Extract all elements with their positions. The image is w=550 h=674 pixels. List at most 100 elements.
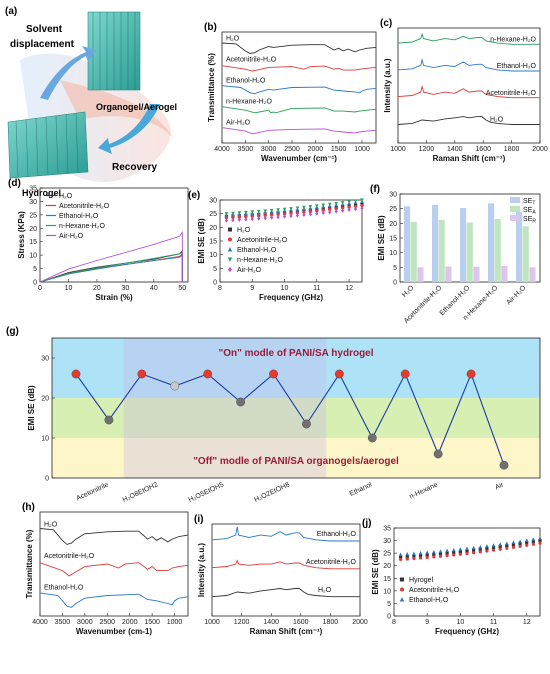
panel-e-ytick-label: 20 [209,225,217,232]
panel-d-legend-label: Acetonitrile-H₂O [59,203,110,210]
panel-e-legend-label: n-Hexane-H₂O [237,257,283,264]
panel-e-legend-marker [228,266,232,273]
panel-c-series-label: Acetonitrile-H₂O [486,90,537,97]
panel-f-legend-label: SET [523,198,535,207]
panel-g: 0 10 20 30 Acetonitrile H₂O8EtOH2 H₂O5EtOH5 H₂O… [6,326,541,504]
panel-g-band [52,338,540,398]
panel-e-data-point [276,215,280,220]
panel-j-data-point [405,554,409,559]
panel-d-xtick-label: 10 [65,285,73,292]
panel-j-xlabel: Frequency (GHz) [435,627,499,636]
panel-g-on-caption: "On" modle of PANI/SA hydrogel [218,348,373,359]
panel-e-data-point [334,201,338,206]
panel-b-series-label: Air-H₂O [226,119,251,126]
panel-j-data-point [485,546,489,551]
panel-e-data-point [237,217,241,222]
panel-g-category-label: H₂O8EtOH2 [122,481,160,503]
panel-d-ytick-label: 0 [33,280,37,287]
panel-e-data-point [334,209,338,214]
panel-g-frame [51,337,541,479]
panel-i-xtick-label: 1400 [263,619,279,626]
panel-d-legend-label: Ethanol-H₂O [59,213,99,220]
panel-e-legend-marker [228,237,232,242]
panel-j-data-point [511,540,516,544]
panel-g-category-label: n-Hexane [409,481,440,500]
panel-d-xlabel: Strain (%) [95,293,133,302]
panel-h-xtick-label: 2000 [122,619,138,626]
panel-j-data-point [491,543,496,547]
panel-e-data-point [353,204,358,208]
panel-e-legend-label: Acetonitrile-H₂O [237,237,288,244]
panel-j-data-point [399,555,403,559]
panel-e-xlabel: Frequency (GHz) [259,293,323,302]
panel-b-xlabel: Wavenumber (cm⁻¹) [261,154,337,163]
panel-e-data-point [231,215,235,220]
panel-b-series-line [221,65,377,72]
panel-j-data-point [438,549,443,553]
panel-e-data-point [295,206,300,210]
panel-f-bar [410,221,417,282]
panel-b-series-line [221,42,377,54]
panel-e-ytick-label: 15 [209,239,217,246]
panel-d-xtick-label: 30 [121,285,129,292]
panel-j-data-point [505,541,509,545]
panel-j-data-point [524,538,529,542]
panel-j-data-point [472,551,476,555]
panel-d-xtick-label: 20 [93,285,101,292]
panel-g-data-point [499,460,509,470]
panel-b-series-line [221,85,377,95]
panel-h: 4000 3500 3000 2500 2000 1500 1000 H₂O Acetonitr… [22,502,189,636]
panel-e-data-point [347,205,351,209]
panel-j: 8 9 10 11 12 0 5 10 15 20 25 30 35 Hyrogel Acetonitril… [362,518,542,636]
panel-e-xtick-label: 12 [345,285,353,292]
panel-b-series-label: Ethanol-H₂O [226,78,266,85]
panel-c-frame [397,27,541,144]
panel-h-series-label: H₂O [44,521,58,528]
panel-j-data-point [478,550,482,554]
panel-j-data-point [425,555,429,560]
panel-e-data-point [282,212,287,216]
panel-e-data-point [244,217,248,222]
panel-f-bar [460,208,467,282]
panel-g-data-point [104,415,114,425]
panel-h-series-label: Ethanol-H₂O [44,585,84,592]
panel-j-data-point [432,555,436,559]
panel-e-xtick-label: 11 [313,285,320,292]
panel-d-xtick-label: 0 [38,285,42,292]
panel-f-bar [494,218,501,282]
panel-j-data-point [412,556,416,561]
panel-e-ylabel: EMI SE (dB) [197,218,206,264]
panel-j-data-point [418,553,423,558]
panel-e-legend-marker [228,227,232,232]
panel-c-xlabel: Raman Shift (cm⁻¹) [433,154,506,163]
panel-e-data-point [360,206,364,211]
panel-j-data-point [498,547,502,551]
panel-g-data-point [400,369,410,379]
panel-e-data-point [347,207,351,212]
panel-j-data-point [491,546,496,550]
panel-j-legend-marker [400,577,404,582]
panel-d-series-line [39,230,183,283]
panel-e-data-point [341,208,345,213]
panel-e-data-point [302,205,306,210]
panel-j-ylabel: EMI SE (dB) [371,549,380,595]
panel-e-data-point [347,200,351,204]
panel-b-frame [221,31,377,144]
panel-d-ytick-label: 10 [29,253,37,260]
panel-j-data-point [531,540,535,544]
panel-j-data-point [432,549,436,554]
panel-i-frame [211,523,361,617]
panel-j-ytick-label: 5 [387,601,391,608]
panel-j-data-point [425,553,429,557]
panel-e-data-point [295,213,300,218]
panel-j-ytick-label: 30 [383,538,391,545]
panel-i-xlabel: Raman Shift (cm⁻¹) [250,627,323,636]
panel-c-xtick-label: 2000 [532,146,548,153]
panel-f-legend-text: SE [523,207,533,214]
panel-e-data-point [308,205,313,209]
panel-j-data-point [511,543,516,547]
panel-e-data-point [341,206,345,210]
panel-f-bar [473,266,480,282]
panel-h-series-line [39,562,189,577]
panel-e-data-point [328,207,332,211]
